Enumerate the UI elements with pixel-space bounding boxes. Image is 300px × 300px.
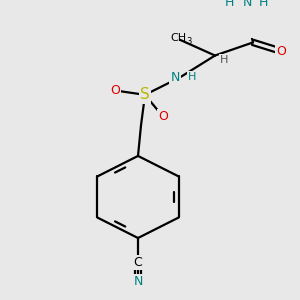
- Text: O: O: [158, 110, 168, 123]
- Text: N: N: [133, 275, 143, 288]
- Text: C: C: [134, 256, 142, 269]
- Text: S: S: [140, 87, 150, 102]
- Text: H: H: [220, 55, 228, 65]
- Text: 3: 3: [186, 37, 192, 46]
- Text: N: N: [242, 0, 252, 9]
- Text: H: H: [258, 0, 268, 9]
- Text: N: N: [170, 71, 180, 84]
- Text: H: H: [224, 0, 234, 9]
- Text: O: O: [110, 84, 120, 97]
- Text: H: H: [188, 72, 196, 82]
- Text: O: O: [276, 45, 286, 58]
- Text: CH: CH: [170, 33, 186, 43]
